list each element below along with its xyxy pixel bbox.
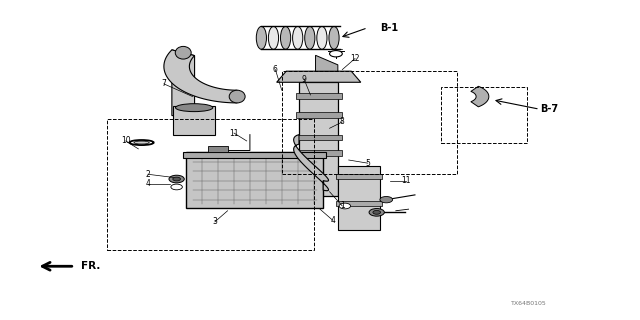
Polygon shape: [316, 55, 338, 71]
Polygon shape: [296, 112, 342, 118]
Text: 5: 5: [365, 159, 370, 168]
Text: 7: 7: [161, 79, 166, 88]
Text: 10: 10: [121, 136, 131, 146]
Polygon shape: [183, 152, 326, 158]
Text: 11: 11: [401, 176, 411, 185]
Text: FR.: FR.: [81, 261, 100, 271]
Polygon shape: [276, 71, 361, 82]
Polygon shape: [471, 86, 489, 107]
Polygon shape: [294, 135, 328, 191]
Text: 2: 2: [145, 170, 150, 179]
Polygon shape: [336, 174, 383, 179]
Text: B-7: B-7: [540, 104, 558, 114]
Polygon shape: [299, 82, 339, 196]
Circle shape: [173, 177, 180, 181]
Polygon shape: [173, 106, 215, 135]
Polygon shape: [186, 152, 323, 208]
Polygon shape: [339, 166, 380, 230]
Ellipse shape: [305, 27, 315, 49]
Circle shape: [369, 209, 385, 216]
Polygon shape: [164, 50, 237, 103]
Text: 4: 4: [145, 179, 150, 188]
Polygon shape: [336, 201, 383, 206]
Polygon shape: [296, 150, 342, 156]
Bar: [441, 87, 527, 142]
Ellipse shape: [256, 27, 266, 49]
Ellipse shape: [134, 141, 149, 144]
Circle shape: [373, 211, 381, 214]
Ellipse shape: [268, 27, 278, 49]
Ellipse shape: [329, 27, 339, 49]
Text: 6: 6: [273, 65, 278, 74]
Circle shape: [380, 196, 393, 203]
Text: 8: 8: [340, 117, 345, 126]
Text: TX64B0105: TX64B0105: [511, 301, 547, 306]
Text: 11: 11: [229, 129, 239, 138]
Ellipse shape: [175, 46, 191, 59]
Text: 12: 12: [350, 54, 360, 63]
Polygon shape: [172, 50, 195, 116]
Ellipse shape: [292, 27, 303, 49]
Polygon shape: [296, 135, 342, 140]
Polygon shape: [296, 93, 342, 99]
Ellipse shape: [229, 90, 245, 103]
Text: 3: 3: [212, 217, 218, 226]
Text: 1: 1: [340, 202, 345, 211]
Text: 9: 9: [301, 75, 307, 84]
Polygon shape: [209, 146, 228, 152]
Bar: [282, 71, 457, 174]
Ellipse shape: [280, 27, 291, 49]
Circle shape: [171, 184, 182, 190]
Text: 4: 4: [330, 216, 335, 225]
Circle shape: [330, 51, 342, 57]
Circle shape: [169, 175, 184, 183]
Bar: [106, 119, 314, 251]
Text: B-1: B-1: [381, 23, 399, 33]
Circle shape: [339, 203, 351, 209]
Ellipse shape: [317, 27, 327, 49]
Ellipse shape: [175, 104, 212, 112]
